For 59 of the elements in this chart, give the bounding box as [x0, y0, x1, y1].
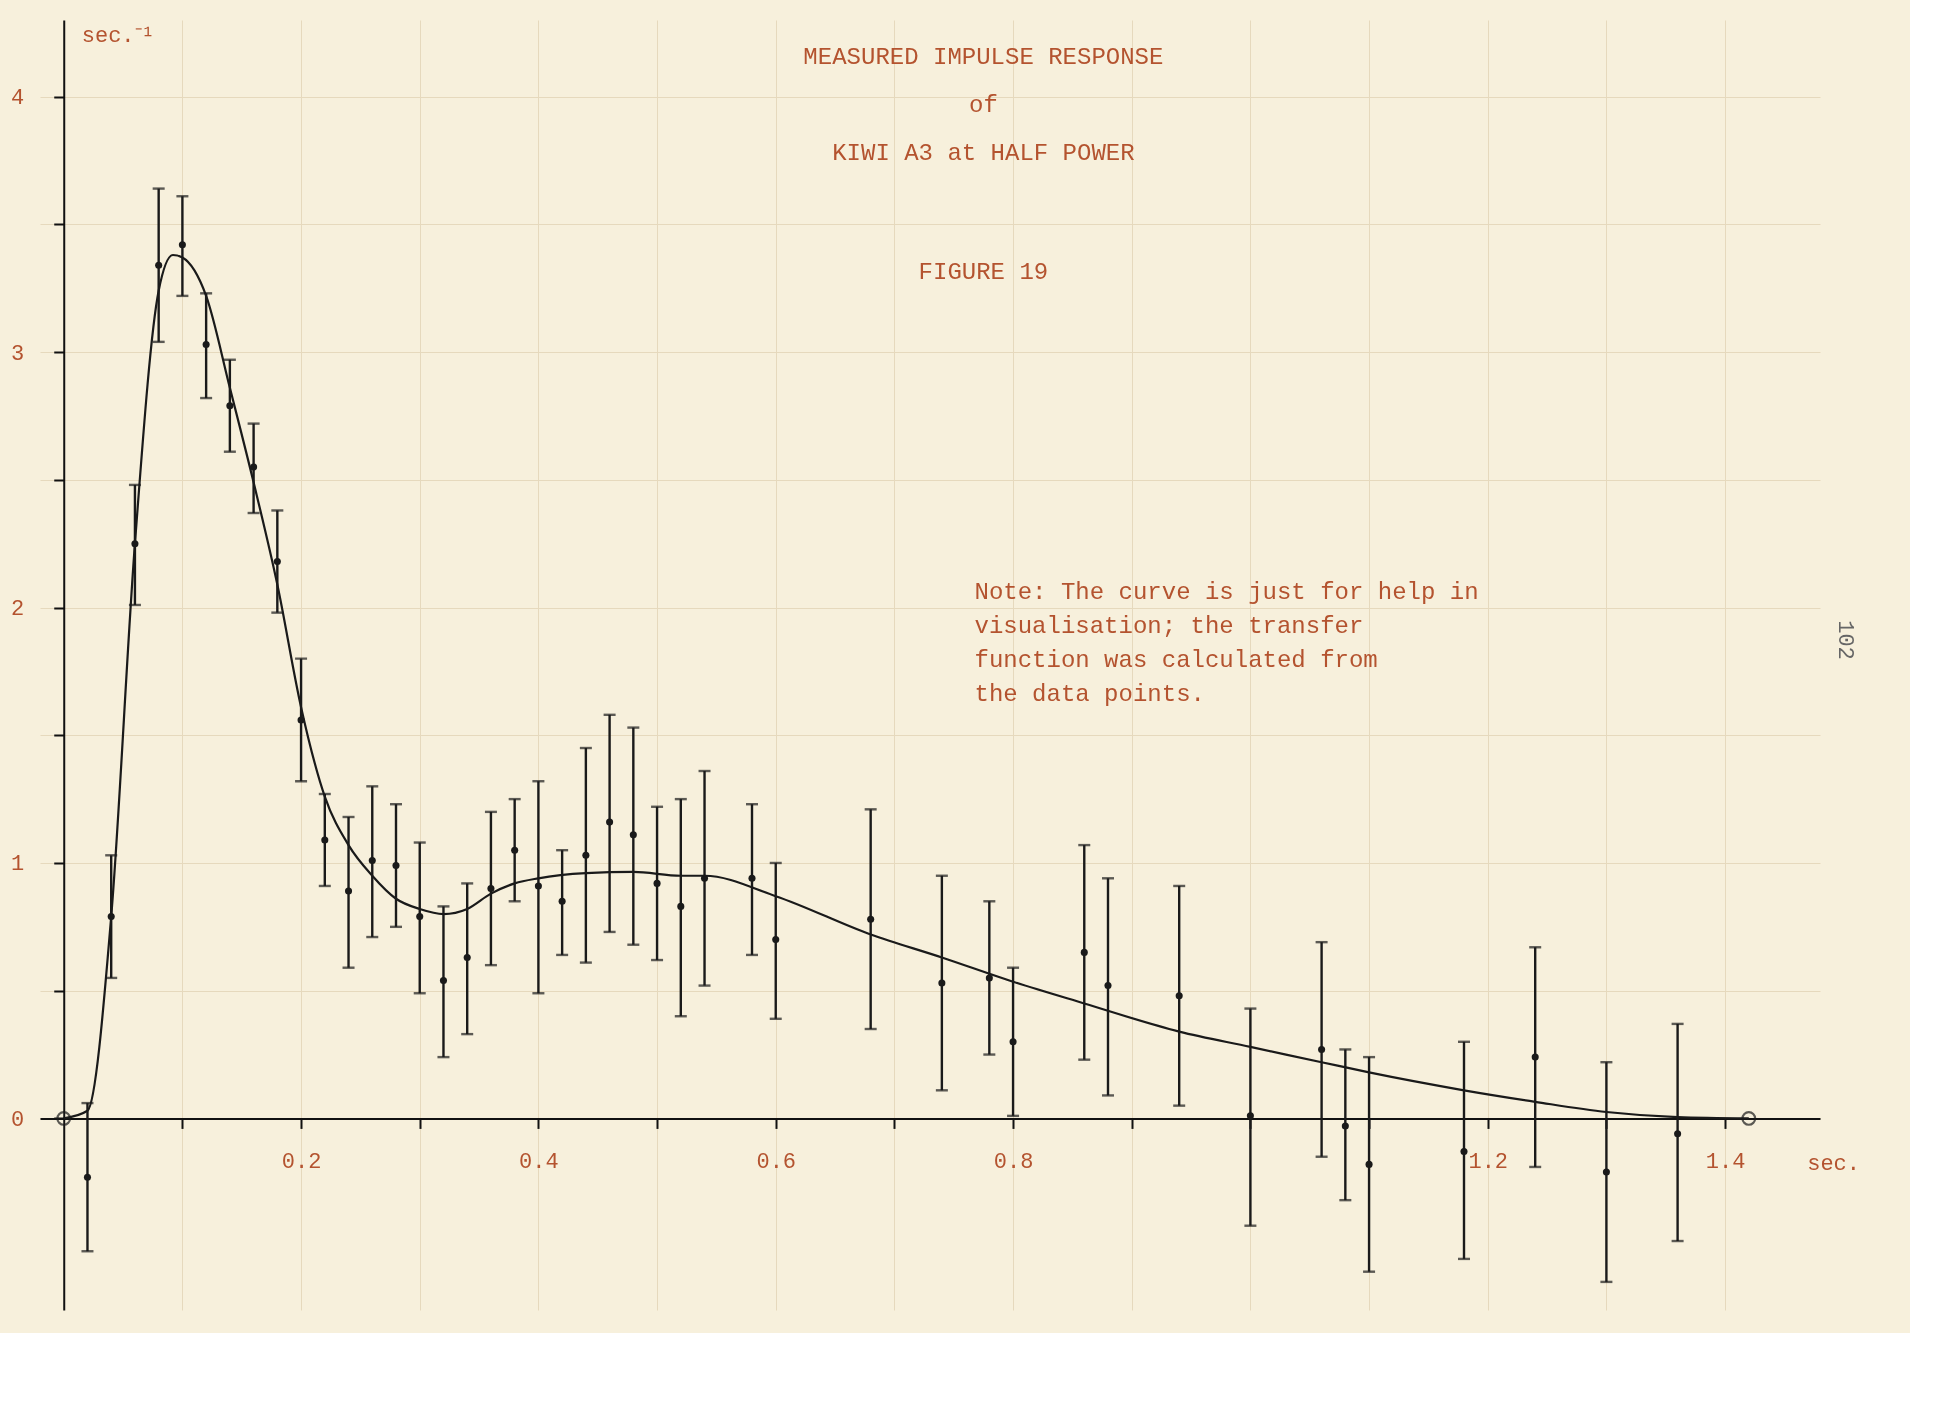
point — [416, 913, 424, 921]
x-tick-label: 0.8 — [993, 1149, 1034, 1175]
point — [368, 856, 376, 864]
y-tick-label: 0 — [11, 1107, 25, 1133]
point — [56, 1111, 72, 1126]
x-tick-label: 0.6 — [756, 1149, 797, 1175]
point — [392, 862, 400, 870]
text: MEASURED IMPULSE RESPONSE of KIWI A3 at HALF POWER — [803, 44, 1164, 167]
point — [1602, 1168, 1610, 1176]
point — [772, 936, 780, 944]
point — [439, 976, 447, 984]
point — [629, 831, 637, 839]
text: FIGURE 19 — [918, 259, 1049, 286]
x-tick-label: 0.2 — [281, 1149, 322, 1175]
point — [463, 953, 471, 962]
x-tick-label: 0.4 — [519, 1149, 559, 1175]
point — [345, 887, 353, 895]
point — [653, 879, 661, 887]
point — [1460, 1148, 1468, 1156]
point — [1175, 992, 1183, 1000]
point — [155, 261, 163, 269]
point — [558, 897, 566, 905]
x-tick-label: 1.2 — [1468, 1149, 1509, 1175]
point — [1365, 1160, 1373, 1168]
point — [1318, 1045, 1326, 1053]
point — [321, 836, 329, 844]
point — [677, 902, 685, 910]
point — [1741, 1111, 1757, 1126]
y-tick-label: 2 — [11, 597, 25, 623]
point — [606, 818, 614, 826]
point — [1531, 1053, 1539, 1061]
point — [250, 463, 258, 471]
point — [202, 340, 210, 348]
y-axis-title: sec.⁻¹ — [81, 24, 155, 49]
annotation: Note: The curve is just for help in visualisation; the transfer function was calculated from the data points. — [974, 579, 1479, 708]
point — [487, 884, 495, 893]
text: 102 — [1832, 620, 1857, 660]
point — [748, 874, 756, 882]
point — [178, 241, 186, 249]
point — [938, 979, 946, 987]
y-tick-label: 4 — [11, 86, 25, 112]
point — [273, 558, 281, 566]
point — [1009, 1038, 1017, 1046]
point — [985, 974, 993, 982]
point — [1246, 1112, 1254, 1120]
x-tick-label: 1.4 — [1705, 1149, 1746, 1175]
y-tick-label: 1 — [11, 852, 25, 878]
point — [534, 882, 542, 890]
y-tick-label: 3 — [11, 341, 25, 367]
point — [226, 402, 234, 410]
x-axis-title: sec. — [1807, 1152, 1860, 1178]
point — [867, 915, 875, 923]
point — [1104, 982, 1112, 990]
point — [1080, 948, 1088, 956]
point — [1341, 1122, 1349, 1130]
point — [83, 1173, 91, 1181]
point — [1674, 1130, 1682, 1138]
point — [582, 851, 590, 859]
point — [511, 846, 519, 854]
